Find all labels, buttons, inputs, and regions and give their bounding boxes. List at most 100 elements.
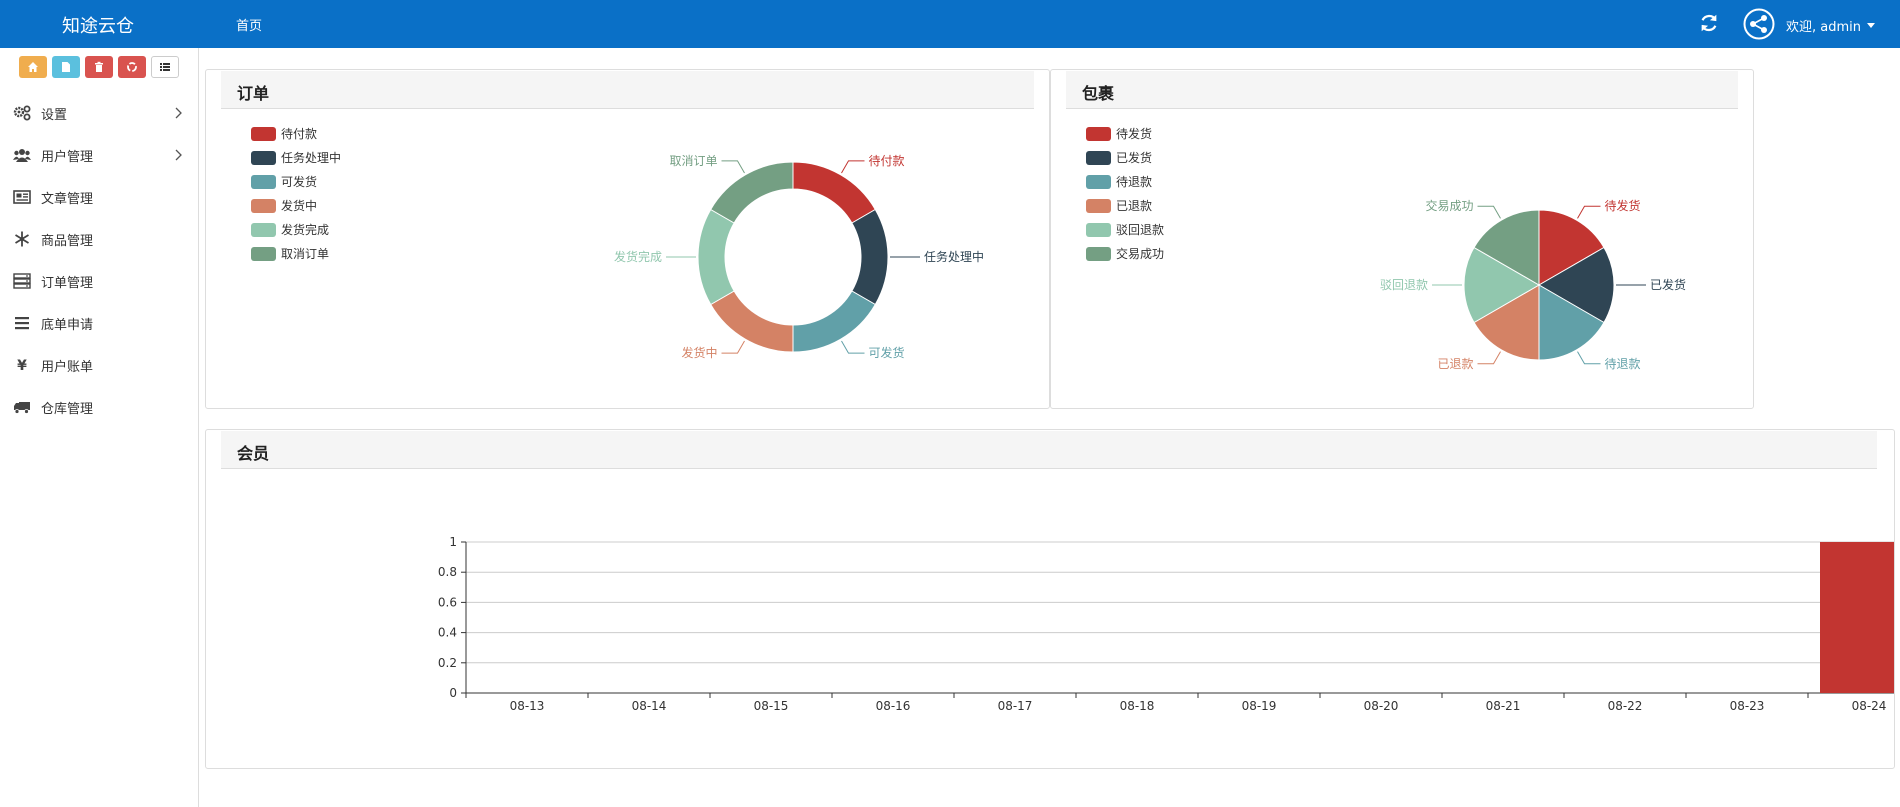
panel-header: 会员 [221,431,1877,469]
x-tick-label: 08-22 [1608,699,1643,713]
yen-icon: ¥ [12,356,32,374]
pie-slice [1473,284,1540,361]
bar [1820,542,1894,693]
legend-swatch [1086,127,1111,141]
legend-swatch [1086,199,1111,213]
pie-label-line [1477,351,1501,365]
legend-label: 交易成功 [1116,246,1164,261]
pie-label-line [721,160,745,174]
sidebar-item-settings[interactable]: 设置 [0,92,198,134]
x-tick-label: 08-13 [510,699,545,713]
sidebar-item-bills[interactable]: ¥ 用户账单 [0,344,198,386]
server-icon [12,272,32,290]
sidebar-item-receipts[interactable]: 底单申请 [0,302,198,344]
parcels-panel: 包裹 待发货 已发货 待退款 已退款 驳回退款 交易成功 待发货 已发货 待退款 已退款 驳回退款交… [1050,69,1754,409]
x-tick-label: 08-23 [1730,699,1765,713]
pie-label: 交易成功 [1425,198,1473,213]
legend-swatch [1086,151,1111,165]
legend-swatch [251,175,276,189]
home-button[interactable] [19,56,47,78]
legend-label: 发货完成 [281,222,329,237]
user-menu[interactable]: 欢迎, admin [1786,16,1875,35]
panel-title: 包裹 [1082,84,1115,103]
legend-swatch [1086,175,1111,189]
chevron-right-icon [175,149,182,161]
pie-label: 发货中 [681,345,717,360]
trash-icon [95,61,103,72]
pie-label: 待付款 [869,154,905,168]
pie-label-line [1577,205,1601,219]
avatar[interactable] [1743,8,1775,40]
y-tick-label: 1 [449,535,457,549]
panel-title: 会员 [237,444,270,463]
x-tick-label: 08-24 [1852,699,1887,713]
x-tick-label: 08-18 [1120,699,1155,713]
legend-label: 任务处理中 [281,150,341,165]
sidebar-item-label: 用户账单 [41,359,94,375]
pie-slice [1537,246,1615,324]
nav-home-link[interactable]: 首页 [236,19,263,34]
x-tick-label: 08-16 [876,699,911,713]
recycle-button[interactable] [118,56,146,78]
list-button[interactable] [151,56,179,78]
pie-label: 发货完成 [614,249,662,264]
bars-icon [12,314,32,332]
pie-slice [710,290,794,353]
refresh-icon[interactable] [1698,12,1720,34]
legend-label: 待退款 [1116,175,1152,189]
x-tick-label: 08-19 [1242,699,1277,713]
x-tick-label: 08-15 [754,699,789,713]
pie-slice [1463,246,1541,324]
recycle-icon [127,62,137,72]
pie-label: 已发货 [1650,277,1686,292]
pie-label: 待发货 [1605,198,1641,213]
legend-swatch [1086,223,1111,237]
sidebar-menu: 设置 用户管理 文章管理 商品管理 订单管理 底单申请 ¥ 用户账单 [0,92,198,428]
pie-label-line [1477,205,1501,219]
pie-label: 驳回退款 [1380,278,1428,292]
home-icon [28,62,38,72]
legend-swatch [251,199,276,213]
pie-label: 取消订单 [669,154,717,168]
sidebar-item-label: 仓库管理 [41,401,94,417]
legend-label: 已退款 [1116,199,1152,213]
y-tick-label: 0.4 [438,626,457,640]
legend-label: 取消订单 [281,247,329,261]
sidebar-item-label: 用户管理 [41,149,94,165]
sidebar-item-label: 设置 [41,107,68,123]
pie-slice [1473,209,1540,286]
trash-button[interactable] [85,56,113,78]
pie-slice [792,161,876,224]
sidebar-item-products[interactable]: 商品管理 [0,218,198,260]
pie-slice [1538,209,1605,286]
caret-down-icon [1867,23,1875,28]
pie-label: 已退款 [1437,357,1473,371]
legend-label: 发货中 [281,198,317,213]
sidebar-item-orders[interactable]: 订单管理 [0,260,198,302]
sidebar-item-articles[interactable]: 文章管理 [0,176,198,218]
legend-swatch [251,127,276,141]
orders-donut-chart: 待付款任务处理中可发货发货中发货完成取消订单待付款任务处理中可发货发货中发货完成… [251,127,984,360]
pie-label-line [1577,351,1601,365]
users-icon [12,146,32,164]
legend-swatch [251,151,276,165]
sidebar-item-label: 商品管理 [41,233,94,249]
y-tick-label: 0.6 [438,595,457,609]
svg-text:¥: ¥ [17,358,27,373]
quick-action-bar [19,56,179,78]
file-button[interactable] [52,56,80,78]
truck-icon [12,398,32,416]
legend-label: 驳回退款 [1116,223,1164,237]
members-panel: 会员 0 0.2 0.4 0.6 0.8 1 08-13 08-14 08-15 08-16 08-… [205,429,1895,769]
pie-slice [1538,284,1605,361]
sidebar-item-users[interactable]: 用户管理 [0,134,198,176]
y-tick-label: 0.8 [438,565,457,579]
legend-swatch [251,247,276,261]
pie-label-line [841,340,865,354]
panel-header: 订单 [221,71,1034,109]
sidebar-item-warehouse[interactable]: 仓库管理 [0,386,198,428]
pie-slice [792,290,876,353]
legend-label: 可发货 [281,174,317,189]
brand-logo[interactable]: 知途云仓 [62,16,134,37]
